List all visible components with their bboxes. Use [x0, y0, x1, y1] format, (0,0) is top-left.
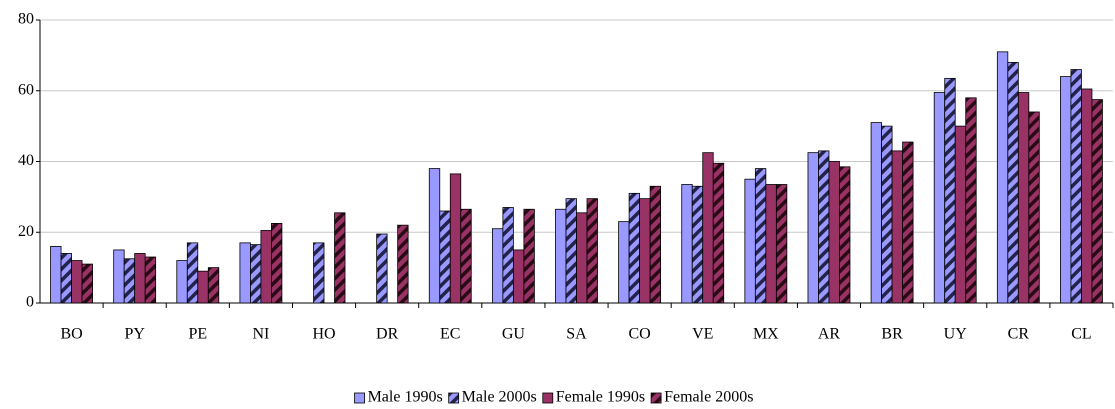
legend-swatch	[542, 392, 554, 404]
bar	[250, 244, 262, 304]
bar	[428, 168, 441, 304]
bar	[1017, 92, 1030, 304]
bar	[123, 258, 136, 304]
bar	[439, 210, 451, 304]
bar	[944, 77, 956, 304]
bar	[60, 253, 72, 304]
bar	[933, 92, 946, 304]
bar	[628, 192, 641, 304]
bar	[512, 249, 525, 304]
bar	[965, 97, 977, 304]
y-tick-label: 0	[26, 294, 34, 311]
legend-label: Female 1990s	[556, 389, 645, 406]
bar	[576, 212, 588, 304]
bar	[712, 162, 725, 304]
bar	[460, 208, 472, 304]
x-tick-label: NI	[252, 326, 269, 343]
bar	[334, 212, 346, 304]
bar	[81, 263, 93, 304]
bar	[775, 184, 788, 304]
bar	[891, 150, 903, 304]
bar	[954, 125, 967, 304]
y-tick-label: 60	[18, 81, 34, 98]
x-tick-label: CO	[629, 326, 651, 343]
bar	[586, 198, 598, 304]
bar	[50, 245, 62, 304]
bar	[1060, 76, 1072, 304]
x-tick-label: PY	[124, 326, 145, 343]
bar	[239, 242, 251, 304]
x-tick-label: HO	[312, 326, 335, 343]
x-tick-label: GU	[502, 326, 526, 343]
bar	[271, 223, 283, 304]
bar	[491, 228, 504, 304]
bar	[376, 233, 388, 304]
legend-swatch	[354, 392, 365, 404]
bar	[828, 161, 840, 304]
x-tick-label: BO	[60, 326, 82, 343]
bar	[144, 256, 157, 304]
legend-label: Male 2000s	[462, 389, 537, 406]
y-tick-label: 20	[18, 223, 34, 240]
bar	[839, 166, 851, 304]
legend-label: Female 2000s	[664, 389, 753, 406]
x-tick-label: CR	[1008, 326, 1030, 343]
x-tick-label: CL	[1071, 326, 1091, 343]
y-tick-label: 80	[18, 11, 34, 28]
bar	[754, 168, 767, 304]
bar	[555, 208, 567, 304]
bar	[397, 224, 409, 304]
legend-label: Male 1990s	[368, 389, 443, 406]
legend-swatch	[448, 392, 460, 404]
bar	[996, 51, 1009, 304]
x-tick-label: UY	[944, 326, 968, 343]
bar	[1007, 62, 1019, 304]
bar	[744, 178, 756, 304]
bar	[260, 230, 272, 304]
bar	[197, 270, 209, 304]
x-tick-label: AR	[818, 326, 841, 343]
bar	[207, 267, 220, 304]
x-tick-label: EC	[440, 326, 460, 343]
x-tick-label: BR	[881, 326, 903, 343]
bar	[702, 152, 714, 304]
x-tick-label: PE	[188, 326, 207, 343]
x-tick-label: DR	[376, 326, 399, 343]
bar	[176, 260, 188, 304]
bar	[870, 122, 882, 304]
bar	[71, 260, 83, 304]
bar	[618, 221, 630, 304]
bar	[134, 253, 146, 304]
bar	[1070, 69, 1082, 304]
bar	[313, 242, 325, 304]
bar	[818, 150, 830, 304]
legend-swatch	[650, 392, 662, 404]
bar	[1081, 88, 1093, 304]
bar	[449, 173, 462, 304]
bar	[681, 184, 693, 304]
bar	[565, 198, 577, 304]
y-tick-label: 40	[18, 152, 34, 169]
bar	[186, 242, 199, 304]
bar	[502, 207, 514, 304]
bar	[765, 184, 777, 304]
bar	[1091, 99, 1103, 304]
x-tick-label: SA	[566, 326, 587, 343]
bar	[1028, 111, 1040, 304]
x-tick-label: VE	[692, 326, 713, 343]
bar	[881, 125, 893, 304]
bar	[523, 208, 535, 304]
bar	[649, 185, 662, 304]
bar	[902, 141, 914, 304]
bar	[113, 249, 125, 304]
x-tick-label: MX	[753, 326, 779, 343]
bar	[807, 152, 819, 304]
bar	[639, 198, 651, 304]
legend: Male 1990s Male 2000s Female 1990s Female 2…	[354, 389, 753, 406]
bar	[691, 185, 704, 304]
